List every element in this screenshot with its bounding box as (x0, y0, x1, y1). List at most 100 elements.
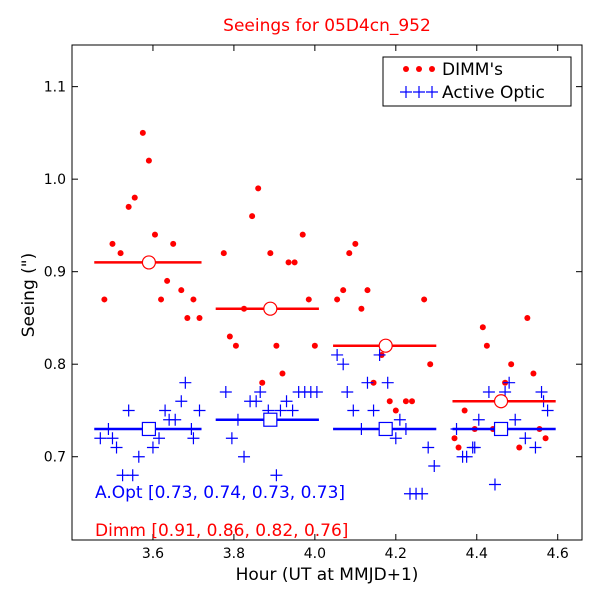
ao-median-marker (141, 421, 157, 437)
dimm-point (285, 259, 292, 266)
x-tick-label: 4.2 (385, 546, 407, 562)
chart-title: Seeings for 05D4cn_952 (223, 16, 431, 36)
dimm-point (279, 370, 286, 377)
dimm-point (117, 250, 124, 257)
ao-point (94, 432, 107, 445)
ao-point (529, 441, 542, 454)
ao-point (225, 432, 238, 445)
ao-point (373, 348, 386, 361)
dimm-point (101, 296, 108, 303)
ao-point (361, 376, 374, 389)
dimm-point (232, 342, 239, 349)
dimm-point (151, 231, 158, 238)
dimm-point (109, 240, 116, 247)
ao-point (116, 469, 129, 482)
x-tick-label: 4.0 (304, 546, 326, 562)
ao-point (310, 385, 323, 398)
dimm-point (409, 398, 415, 405)
ao-point (153, 432, 166, 445)
x-tick-label: 3.6 (142, 546, 164, 562)
dimm-point (190, 296, 197, 303)
ao-median-marker (493, 421, 509, 437)
dimm-point (164, 277, 171, 284)
dimm-point (516, 444, 523, 451)
dimm-point (524, 314, 531, 321)
ao-point (286, 404, 299, 417)
legend-label-dimm: DIMM's (442, 60, 503, 80)
ao-median-marker (378, 421, 393, 437)
dimm-point (249, 213, 256, 220)
dimm-point (346, 250, 353, 257)
ao-point (503, 376, 516, 389)
dimm-point (299, 231, 306, 238)
dimm-point (291, 259, 298, 266)
dimm-point (358, 305, 365, 312)
dimm-point (158, 296, 165, 303)
dimm-point (259, 379, 266, 386)
dimm-point (483, 342, 490, 349)
dimm-point (455, 444, 462, 451)
ao-point (519, 432, 532, 445)
legend-ao-marker (413, 86, 425, 98)
dimm-point (125, 203, 132, 210)
ao-point (509, 413, 522, 426)
ao-point (106, 432, 119, 445)
ao-point (337, 358, 350, 371)
x-tick-label: 3.8 (223, 546, 245, 562)
ao-point (541, 404, 554, 417)
x-axis-label: Hour (UT at MMJD+1) (236, 565, 419, 585)
dimm-point (170, 240, 177, 247)
dimm-point (530, 370, 537, 377)
ao-point (159, 404, 172, 417)
dimm-point (311, 342, 318, 349)
ao-point (416, 487, 429, 500)
ao-point (219, 385, 232, 398)
dimm-point (479, 324, 486, 331)
dimm-point (255, 185, 262, 192)
dimm-point (226, 333, 233, 340)
legend-ao-marker (426, 86, 438, 98)
dimm-point (196, 314, 203, 321)
dimm-point (364, 287, 371, 294)
ao-point (381, 376, 394, 389)
dimm-point (145, 157, 152, 164)
y-tick-label: 0.7 (44, 450, 66, 466)
ao-point (175, 395, 188, 408)
legend-dimm-marker (403, 66, 409, 72)
dimm-point (352, 240, 359, 247)
ao-point (331, 348, 344, 361)
dimm-point (178, 287, 185, 294)
y-tick-label: 0.8 (44, 357, 66, 373)
dimm-point (451, 435, 458, 442)
ao-point (187, 432, 200, 445)
ao-point (535, 385, 548, 398)
dimm-point (461, 407, 468, 414)
x-tick-label: 4.6 (547, 546, 569, 562)
y-tick-label: 0.9 (44, 265, 66, 281)
dimm-point (392, 407, 399, 414)
plot-area: 3.6 3.8 4.0 4.2 4.4 4.6 0.7 0.8 0.9 1.0 1.1 A.Opt [… (44, 44, 583, 562)
y-tick-label: 1.0 (44, 172, 66, 188)
legend-dimm-marker (416, 66, 422, 72)
ao-point (389, 432, 402, 445)
dimm-point (508, 361, 515, 368)
legend-label-ao: Active Optic (442, 83, 545, 103)
ao-point (460, 450, 473, 463)
dimm-point (131, 194, 138, 201)
ao-point (468, 441, 481, 454)
dimm-median-marker (493, 394, 509, 409)
ao-point (254, 385, 267, 398)
ao-point (341, 385, 354, 398)
ao-point (367, 404, 380, 417)
ao-point (274, 404, 287, 417)
dimm-point (267, 250, 274, 257)
ao-median-annotation: A.Opt [0.73, 0.74, 0.73, 0.73] (95, 483, 345, 503)
ao-point (193, 404, 206, 417)
ao-point (126, 469, 139, 482)
legend-box (382, 56, 572, 107)
dimm-median-marker (263, 301, 278, 316)
dimm-median-annotation: Dimm [0.91, 0.86, 0.82, 0.76] (95, 521, 348, 541)
dimm-point (542, 435, 549, 442)
ao-point (422, 441, 435, 454)
